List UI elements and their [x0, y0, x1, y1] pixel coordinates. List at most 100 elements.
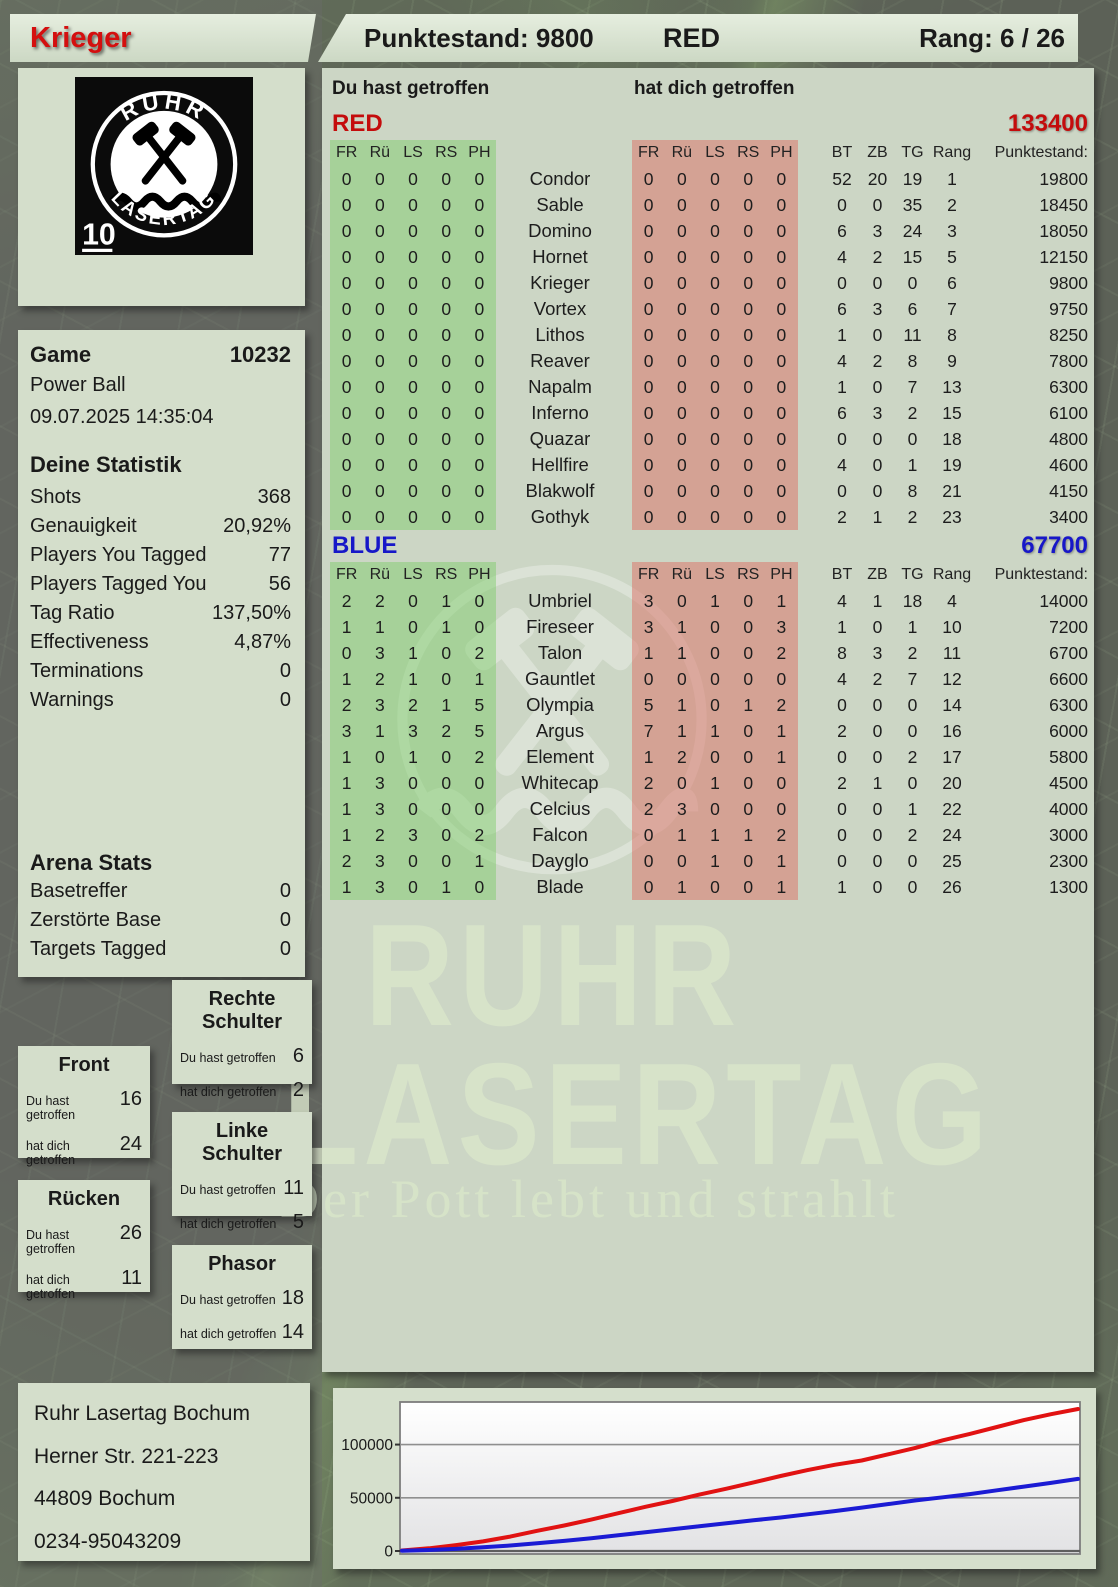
table-row: 2 3 2 1 5 Olympia 5 1 0 1 2 0 0 0 14 6300 — [322, 692, 1094, 718]
stat-values: 1 0 0 26 — [837, 877, 962, 897]
table-row: 0 0 0 0 0 Blakwolf 0 0 0 0 0 0 0 8 21 4150 — [322, 478, 1094, 504]
stat-value: 0 — [279, 689, 291, 711]
stat-label: Effectiveness — [30, 631, 149, 653]
hit-column-headers: FR Rü LS RS PH — [335, 566, 491, 583]
table-titles: Du hast getroffen hat dich getroffen — [322, 78, 1094, 104]
team-score: 67700 — [1021, 532, 1088, 559]
hit-them-label: hat dich getroffen — [180, 1327, 277, 1341]
points-value: 1300 — [1049, 877, 1088, 897]
stat-values: 8 3 2 11 — [837, 643, 962, 663]
hit-you-value: 26 — [119, 1222, 142, 1244]
player-name-cell: Napalm — [528, 376, 592, 397]
points-value: 3400 — [1049, 507, 1088, 527]
hit-them-value: 5 — [292, 1211, 304, 1233]
table-row: 1 3 0 1 0 Blade 0 1 0 0 1 1 0 0 26 1300 — [322, 874, 1094, 900]
game-label: Game — [30, 342, 92, 367]
hit-panel-phasor: Phasor Du hast getroffen 18 hat dich getr… — [172, 1245, 312, 1349]
stat-values: 0 0 0 18 — [837, 429, 962, 449]
stat-values: 2 1 0 20 — [837, 773, 962, 793]
player-name-cell: Gauntlet — [525, 668, 595, 689]
team-header: RED 133400 — [322, 108, 1094, 140]
svg-text:50000: 50000 — [350, 1490, 393, 1507]
table-row: 0 0 0 0 0 Hellfire 0 0 0 0 0 4 0 1 19 4600 — [322, 452, 1094, 478]
table-row: 0 0 0 0 0 Inferno 0 0 0 0 0 6 3 2 15 6100 — [322, 400, 1094, 426]
table-row: 0 0 0 0 0 Lithos 0 0 0 0 0 1 0 11 8 8250 — [322, 322, 1094, 348]
hit-you-value: 6 — [292, 1045, 304, 1067]
player-name: Krieger — [30, 22, 132, 54]
hit-them-value: 11 — [121, 1267, 142, 1289]
stat-values: 0 0 0 25 — [837, 851, 962, 871]
stat-label: Warnings — [30, 689, 114, 711]
points-value: 4800 — [1049, 429, 1088, 449]
arena-value: 0 — [279, 909, 291, 931]
stat-label: Shots — [30, 486, 82, 508]
table-row: 0 0 0 0 0 Napalm 0 0 0 0 0 1 0 7 13 6300 — [322, 374, 1094, 400]
hits-given-block — [330, 140, 496, 530]
points-value: 4600 — [1049, 455, 1088, 475]
hit-panel-title: Phasor — [208, 1253, 276, 1275]
points-value: 4000 — [1049, 799, 1088, 819]
player-name-cell: Celcius — [529, 798, 591, 819]
header-rank: Rang: 6 / 26 — [919, 23, 1065, 53]
team-name: RED — [332, 110, 383, 137]
team-sections: RED 133400 FR Rü LS RS PH FR Rü LS RS PH BT ZB TG Rang P… — [322, 108, 1094, 900]
stat-values: 0 0 1 22 — [837, 799, 962, 819]
stat-values: 0 0 8 21 — [837, 481, 962, 501]
player-name-cell: Inferno — [531, 402, 589, 423]
header-score: Punktestand: 9800 — [364, 23, 594, 53]
hit-panel-title: Front — [58, 1054, 110, 1076]
points-value: 9750 — [1049, 299, 1088, 319]
player-name-cell: Dayglo — [531, 850, 589, 871]
stat-column-headers: BT ZB TG Rang — [831, 144, 972, 161]
points-value: 8250 — [1049, 325, 1088, 345]
player-name-cell: Blade — [536, 876, 584, 897]
svg-text:100000: 100000 — [341, 1437, 393, 1454]
player-name-cell: Blakwolf — [525, 480, 595, 501]
stat-values: 2 1 2 23 — [837, 507, 962, 527]
hit-panel-right-shoulder: Rechte Schulter Du hast getroffen 6 hat d… — [172, 980, 312, 1101]
table-row: 0 0 0 0 0 Krieger 0 0 0 0 0 0 0 0 6 9800 — [322, 270, 1094, 296]
hit-panel-title: Rücken — [47, 1188, 121, 1210]
hit-you-label: Du hast getroffen — [180, 1183, 276, 1197]
stat-label: Tag Ratio — [30, 602, 115, 624]
points-value: 6100 — [1049, 403, 1088, 423]
arena-section-title: Arena Stats — [30, 850, 153, 875]
player-name-cell: Krieger — [530, 272, 590, 293]
stat-values: 0 0 2 24 — [837, 825, 962, 845]
hit-panel-left-shoulder: Linke Schulter Du hast getroffen 11 hat d… — [172, 1112, 312, 1233]
team-header: BLUE 67700 — [322, 530, 1094, 562]
stat-values: 52 20 19 1 — [832, 169, 957, 189]
points-value: 6300 — [1049, 695, 1088, 715]
venue-phone: 0234-95043209 — [34, 1529, 182, 1553]
stat-values: 0 0 2 17 — [837, 747, 962, 767]
watermark-ruhr: RUHR — [365, 894, 742, 1056]
team-section: BLUE 67700 FR Rü LS RS PH FR Rü LS RS PH BT ZB TG Rang P… — [322, 530, 1094, 900]
stat-value: 4,87% — [234, 631, 291, 653]
points-value: 6700 — [1049, 643, 1088, 663]
score-progress-chart: 0 50000 100000 — [341, 1401, 1081, 1561]
table-row: 2 3 0 0 1 Dayglo 0 0 1 0 1 0 0 0 25 2300 — [322, 848, 1094, 874]
team-name: BLUE — [332, 532, 398, 559]
hits-taken-block — [632, 140, 798, 530]
logo-panel: RUHR LASERTAG 10 — [18, 68, 305, 306]
hit-panel-back: Rücken Du hast getroffen 26 hat dich getr… — [18, 1180, 150, 1301]
arena-value: 0 — [279, 880, 291, 902]
hit-you-label: Du hast getroffen — [26, 1228, 76, 1256]
